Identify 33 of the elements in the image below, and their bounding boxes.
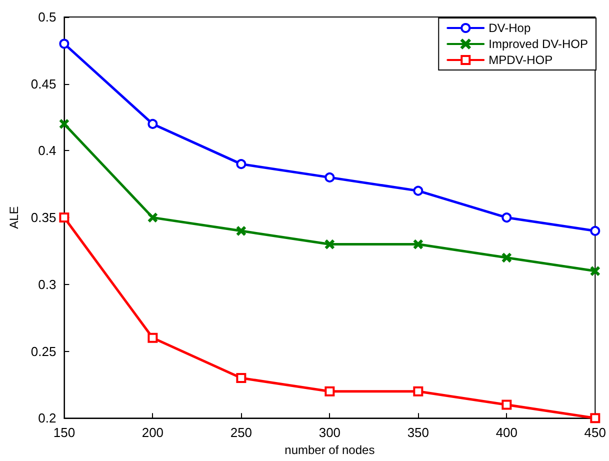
x-tick-label: 150 [53, 425, 76, 440]
x-tick-label: 300 [318, 425, 341, 440]
point [236, 159, 246, 170]
point [148, 118, 158, 129]
point [590, 226, 600, 236]
x-axis-title: number of nodes [284, 443, 375, 457]
y-tick-label: 0.25 [30, 344, 56, 359]
point [324, 386, 335, 396]
point [413, 386, 424, 396]
y-axis-title: ALE [7, 206, 21, 229]
point [236, 372, 246, 383]
point [59, 38, 70, 49]
point [413, 186, 424, 196]
x-tick-label: 450 [584, 425, 606, 440]
y-tick-label: 0.35 [30, 210, 56, 226]
point [59, 212, 70, 223]
y-tick-label: 0.4 [38, 143, 56, 158]
x-tick-label: 400 [496, 425, 518, 440]
legend-label: MPDV-HOP [488, 53, 553, 67]
legend-label: Improved DV-HOP [488, 37, 588, 51]
y-tick-label: 0.3 [38, 276, 56, 292]
point [590, 413, 600, 424]
point [502, 212, 512, 223]
legend-label: DV-Hop [488, 21, 531, 35]
point [502, 400, 512, 410]
x-tick-label: 250 [230, 425, 252, 440]
y-tick-label: 0.2 [38, 410, 56, 426]
y-tick-label: 0.45 [30, 76, 56, 92]
point [324, 172, 335, 182]
point [148, 332, 158, 343]
x-tick-label: 200 [142, 425, 164, 440]
x-tick-label: 350 [407, 425, 430, 440]
y-tick-label: 0.5 [38, 10, 56, 24]
